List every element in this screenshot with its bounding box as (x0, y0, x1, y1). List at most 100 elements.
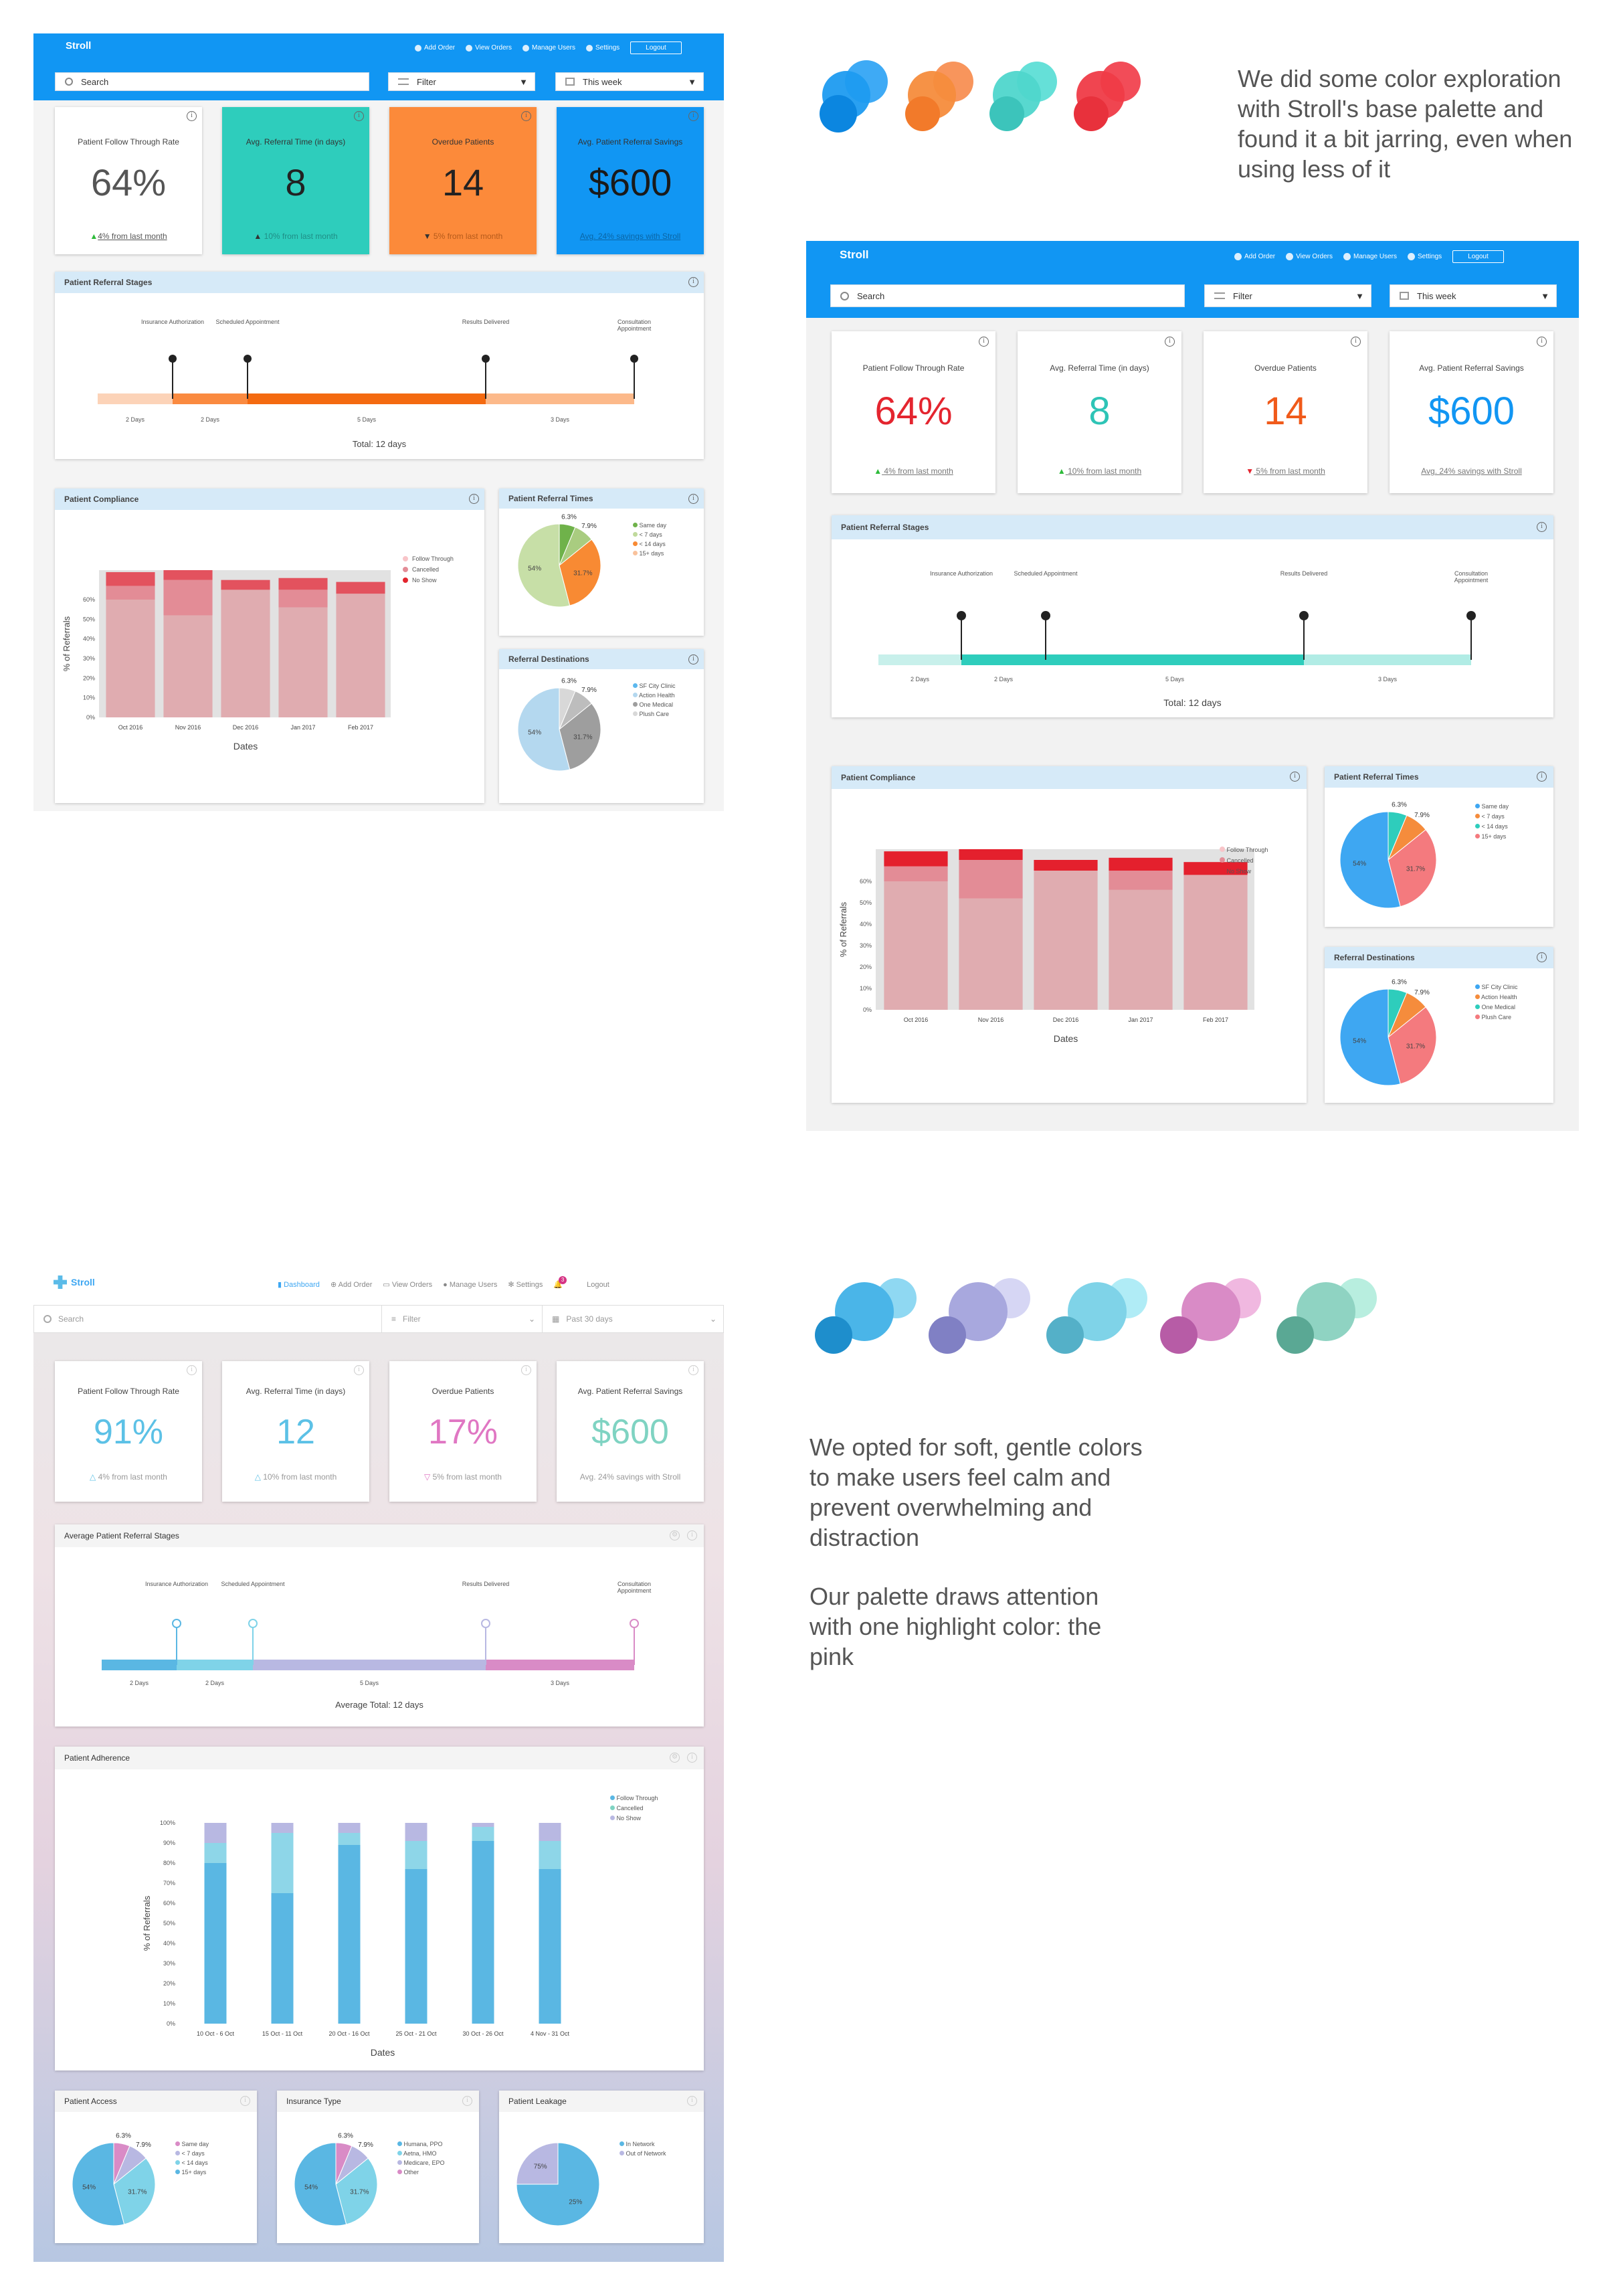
kpi-card-referral-time[interactable]: i Avg. Referral Time (in days) 12 △ 10% … (222, 1361, 369, 1502)
info-icon[interactable]: i (521, 1365, 531, 1375)
kpi-card-follow-through[interactable]: i Patient Follow Through Rate 91% △ 4% f… (55, 1361, 202, 1502)
info-icon[interactable]: i (688, 654, 698, 665)
info-icon[interactable]: i (688, 494, 698, 504)
info-icon[interactable]: i (688, 277, 698, 287)
logout-button[interactable]: Logout (587, 1280, 609, 1289)
manage-users-link[interactable]: Manage Users (522, 44, 575, 52)
dashboard-link[interactable]: ▮ Dashboard (278, 1281, 320, 1289)
bar-segment (336, 594, 385, 717)
info-icon[interactable]: i (462, 2096, 472, 2106)
bell-icon[interactable]: 🔔 3 (553, 1276, 567, 1289)
x-tick-label: Nov 2016 (978, 1017, 1004, 1023)
app-name: Stroll (66, 39, 92, 52)
info-icon[interactable]: i (240, 2096, 250, 2106)
manage-users-link[interactable]: ● Manage Users (443, 1280, 498, 1289)
settings-link[interactable]: Settings (586, 44, 620, 52)
add-order-link[interactable]: Add Order (415, 44, 455, 52)
period-select[interactable]: This week ▼ (1390, 284, 1557, 307)
chevron-down-icon: ▼ (1355, 290, 1364, 301)
pie-slice (559, 703, 601, 770)
info-icon[interactable]: i (354, 1365, 364, 1375)
x-tick-label: 4 Nov - 31 Oct (531, 2030, 570, 2037)
referral-destinations-pie: 6.3% 7.9% 31.7% 54% (517, 677, 601, 772)
gear-icon[interactable]: ⚙ (670, 1753, 680, 1763)
pie-slice (516, 2142, 559, 2185)
panel-title: Patient Referral Stages (64, 278, 153, 287)
bar-segment (959, 849, 1023, 860)
manage-users-link[interactable]: Manage Users (1343, 253, 1397, 260)
kpi-card-savings[interactable]: i Avg. Patient Referral Savings $600 Avg… (557, 1361, 704, 1502)
info-icon[interactable]: i (469, 494, 479, 504)
info-icon[interactable]: i (187, 1365, 197, 1375)
info-icon[interactable]: i (1537, 952, 1547, 962)
legend-dot (403, 556, 408, 561)
info-icon[interactable]: i (1537, 337, 1547, 347)
x-tick-label: Jan 2017 (290, 724, 315, 731)
kpi-card-follow-through[interactable]: i Patient Follow Through Rate 64% ▲ 4% f… (832, 331, 995, 493)
kpi-card-follow-through[interactable]: i Patient Follow Through Rate 64% ▲ 4% f… (55, 107, 202, 254)
logout-button[interactable]: Logout (1452, 250, 1504, 263)
stroll-logo[interactable]: Stroll (54, 1275, 95, 1289)
pie-label: 54% (1353, 860, 1366, 867)
info-icon[interactable]: i (1290, 772, 1300, 782)
filter-select[interactable]: Filter ▼ (388, 72, 535, 91)
adherence-chart: 100% 90% 80% 70% 60% 50% 40% 30% 20% 10% 0% 10 Oct … (142, 1820, 570, 2058)
filter-select[interactable]: Filter ▼ (1204, 284, 1371, 307)
search-input[interactable]: Search (34, 1306, 382, 1332)
kpi-card-referral-time[interactable]: i Avg. Referral Time (in days) 8 ▲ 10% f… (1018, 331, 1181, 493)
kpi-card-referral-time[interactable]: i Avg. Referral Time (in days) 8 ▲ 10% f… (222, 107, 369, 254)
info-icon[interactable]: i (688, 1365, 698, 1375)
period-select[interactable]: This week ▼ (555, 72, 704, 91)
bar-segment (221, 590, 270, 717)
logout-button[interactable]: Logout (630, 41, 682, 54)
panel-title: Patient Compliance (841, 773, 916, 782)
kpi-card-overdue[interactable]: i Overdue Patients 14 ▼ 5% from last mon… (389, 107, 537, 254)
panel-title: Average Patient Referral Stages (64, 1531, 179, 1540)
kpi-card-overdue[interactable]: i Overdue Patients 17% ▽ 5% from last mo… (389, 1361, 537, 1502)
add-order-link[interactable]: ⊕ Add Order (330, 1281, 373, 1289)
view-orders-link[interactable]: View Orders (466, 44, 512, 52)
document-icon (1286, 253, 1294, 260)
kpi-card-overdue[interactable]: i Overdue Patients 14 ▼ 5% from last mon… (1204, 331, 1367, 493)
settings-link[interactable]: Settings (1408, 253, 1442, 260)
info-icon[interactable]: i (1165, 337, 1175, 347)
pie-label: 25% (569, 2198, 582, 2206)
settings-link[interactable]: ✻ Settings (508, 1281, 543, 1289)
search-input[interactable]: Search (55, 72, 369, 91)
bar-segment (106, 571, 155, 586)
info-icon[interactable]: i (1537, 522, 1547, 532)
period-select[interactable]: ▦ Past 30 days ⌄ (552, 1314, 717, 1324)
view-orders-link[interactable]: View Orders (1286, 253, 1333, 260)
info-icon[interactable]: i (1351, 337, 1361, 347)
info-icon[interactable]: i (687, 1530, 697, 1540)
referral-destinations-panel: Referral Destinations i 6.3% 7.9% 31.7% 54%… (1325, 947, 1553, 1103)
legend-dot (633, 551, 638, 555)
add-order-link[interactable]: Add Order (1234, 253, 1275, 260)
y-tick-label: 50% (83, 616, 95, 622)
y-tick-label: 30% (163, 1960, 175, 1967)
view-orders-link[interactable]: ▭ View Orders (383, 1281, 433, 1289)
info-icon[interactable]: i (979, 337, 989, 347)
gear-icon[interactable]: ⚙ (670, 1530, 680, 1540)
info-icon[interactable]: i (688, 111, 698, 121)
calendar-icon: ▦ (552, 1314, 560, 1324)
referral-stages-panel: Average Patient Referral Stages ⚙ i Insu… (55, 1524, 704, 1727)
stroll-logo[interactable]: Stroll (821, 248, 868, 262)
kpi-card-savings[interactable]: i Avg. Patient Referral Savings $600 Avg… (1390, 331, 1553, 493)
info-icon[interactable]: i (187, 111, 197, 121)
x-tick-label: Jan 2017 (1128, 1017, 1153, 1023)
filter-select[interactable]: ≡ Filter ⌄ (382, 1306, 543, 1332)
pie-label: 54% (1353, 1037, 1366, 1045)
pie-label: 31.7% (573, 734, 592, 741)
bar-segment (338, 1833, 361, 1845)
search-input[interactable]: Search (830, 284, 1185, 307)
info-icon[interactable]: i (1537, 772, 1547, 782)
bar-segment (338, 1823, 361, 1833)
info-icon[interactable]: i (687, 1753, 697, 1763)
stroll-logo[interactable]: Stroll (48, 39, 91, 52)
search-icon (65, 78, 73, 86)
kpi-card-savings[interactable]: i Avg. Patient Referral Savings $600 Avg… (557, 107, 704, 254)
info-icon[interactable]: i (687, 2096, 697, 2106)
info-icon[interactable]: i (521, 111, 531, 121)
info-icon[interactable]: i (354, 111, 364, 121)
